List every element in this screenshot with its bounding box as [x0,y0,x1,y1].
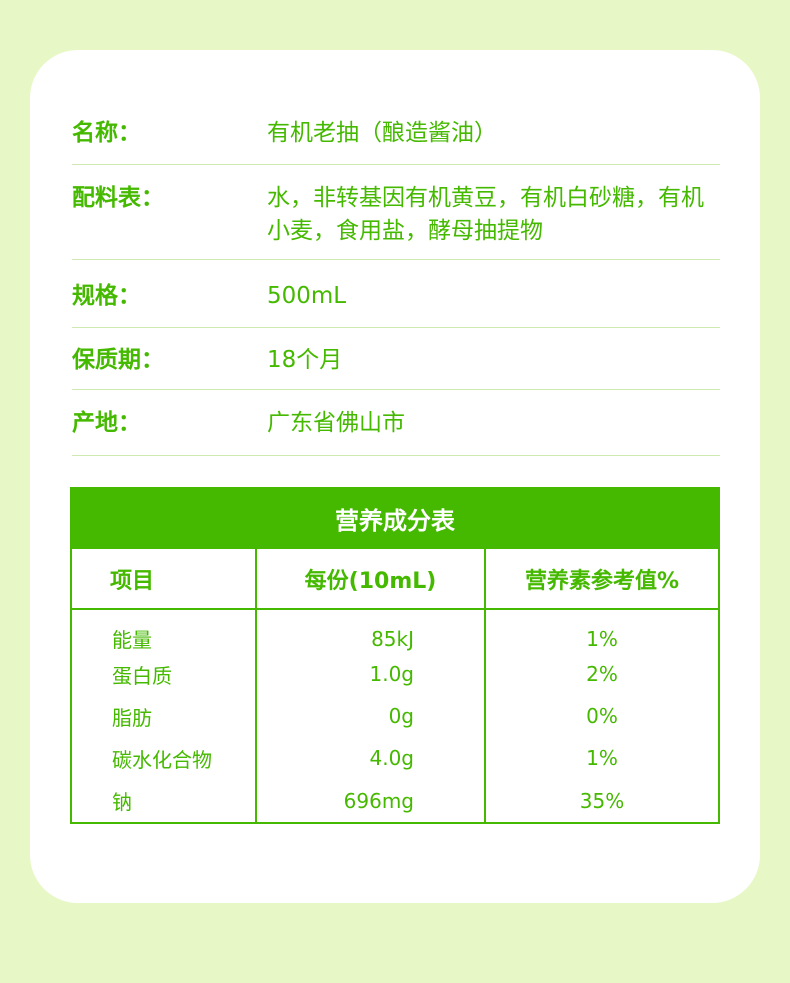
table-row: 蛋白质 1.0g 2% [70,653,720,695]
table-header: 项目 每份(10mL) 营养素参考值% [70,549,720,610]
per-serving-value: 696mg [255,779,486,824]
per-serving-value: 0g [255,695,486,737]
nutrient-name: 钠 [70,779,257,824]
table-row: 碳水化合物 4.0g 1% [70,737,720,779]
table-row: 脂肪 0g 0% [70,695,720,737]
info-value: 有机老抽（酿造酱油） [267,120,497,146]
nrv-value: 35% [484,779,720,824]
info-label: 产地： [72,410,141,436]
nutrition-title: 营养成分表 [70,487,720,549]
info-label: 保质期： [72,347,164,373]
info-row-spec: 规格： 500mL [72,260,720,328]
nrv-value: 2% [484,653,720,695]
header-item: 项目 [70,549,257,610]
info-value: 500mL [267,283,347,309]
info-label: 规格： [72,283,141,309]
info-row-ingredients: 配料表： 水，非转基因有机黄豆，有机白砂糖，有机小麦，食用盐，酵母抽提物 [72,165,720,260]
info-row-name: 名称： 有机老抽（酿造酱油） [72,100,720,165]
nutrient-name: 蛋白质 [70,653,257,695]
info-label: 名称： [72,120,141,146]
per-serving-value: 1.0g [255,653,486,695]
nrv-value: 1% [484,737,720,779]
info-label: 配料表： [72,185,164,211]
nutrient-name: 能量 [70,609,257,653]
info-row-origin: 产地： 广东省佛山市 [72,390,720,456]
per-serving-value: 4.0g [255,737,486,779]
info-row-shelf-life: 保质期： 18个月 [72,328,720,390]
table-row: 钠 696mg 35% [70,779,720,824]
product-info: 名称： 有机老抽（酿造酱油） 配料表： 水，非转基因有机黄豆，有机白砂糖，有机小麦，… [72,100,720,456]
nrv-value: 1% [484,609,720,653]
header-per-serving: 每份(10mL) [255,549,486,610]
nutrient-name: 脂肪 [70,695,257,737]
info-value: 广东省佛山市 [267,410,405,436]
nutrition-table: 营养成分表 项目 每份(10mL) 营养素参考值% 能量 85kJ 1% 蛋白质 1.0… [70,487,720,824]
nutrient-name: 碳水化合物 [70,737,257,779]
info-value: 18个月 [267,347,343,373]
info-value: 水，非转基因有机黄豆，有机白砂糖，有机小麦，食用盐，酵母抽提物 [267,185,704,244]
header-nrv: 营养素参考值% [484,549,720,610]
per-serving-value: 85kJ [255,609,486,653]
nrv-value: 0% [484,695,720,737]
table-row: 能量 85kJ 1% [70,609,720,653]
